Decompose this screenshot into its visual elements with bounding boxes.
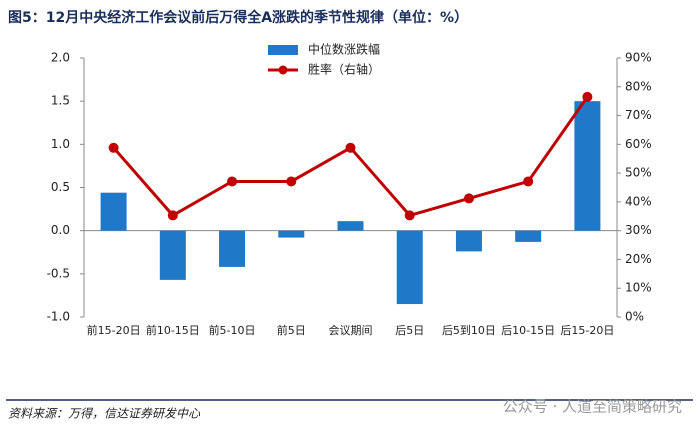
y-tick-label: 1.5 xyxy=(51,94,70,108)
y-tick-label: -0.5 xyxy=(47,266,70,280)
marker xyxy=(227,176,238,187)
legend-label: 胜率（右轴） xyxy=(308,62,380,77)
line xyxy=(112,95,589,218)
y-tick-label: 1.0 xyxy=(51,137,70,151)
x-tick-label: 后5日 xyxy=(395,324,424,337)
y2-tick-label: 0% xyxy=(625,310,644,324)
x-tick-label: 后10-15日 xyxy=(501,324,555,337)
bar xyxy=(337,221,364,231)
x-tick-label: 前5日 xyxy=(277,323,306,337)
x-tick-label: 后5到10日 xyxy=(442,324,496,337)
x-tick-label: 后15-20日 xyxy=(560,324,614,337)
marker xyxy=(286,176,297,187)
y-tick-label: 0.0 xyxy=(51,223,70,237)
x-tick-label: 前15-20日 xyxy=(87,323,141,337)
x-tick-label: 前10-15日 xyxy=(146,323,200,337)
marker xyxy=(523,176,534,187)
watermark: 公众号 · 人道至简策略研究 xyxy=(503,398,682,416)
marker xyxy=(167,210,178,221)
source: 资料来源：万得，信达证券研发中心 xyxy=(8,407,201,421)
legend-swatch xyxy=(268,45,298,55)
marker xyxy=(108,142,119,153)
y-tick-label: 0.5 xyxy=(51,180,70,194)
y2-tick-label: 20% xyxy=(625,252,652,266)
bar xyxy=(278,230,305,238)
marker xyxy=(582,91,593,102)
y2-tick-label: 80% xyxy=(625,79,652,93)
bar xyxy=(574,101,601,231)
bar xyxy=(100,192,127,231)
y2-tick-label: 70% xyxy=(625,108,652,122)
y2-tick-label: 60% xyxy=(625,137,652,151)
bar xyxy=(219,230,246,267)
y2-tick-label: 10% xyxy=(625,281,652,295)
x-tick-label: 前5-10日 xyxy=(209,323,256,337)
marker xyxy=(345,142,356,153)
y-tick-label: -1.0 xyxy=(47,310,70,324)
legend-swatch xyxy=(278,65,288,75)
marker xyxy=(404,210,415,221)
legend-label: 中位数涨跌幅 xyxy=(308,42,380,57)
y2-tick-label: 90% xyxy=(625,51,652,65)
y-tick-label: 2.0 xyxy=(51,51,70,65)
bar xyxy=(396,230,423,305)
marker xyxy=(463,193,474,204)
y2-tick-label: 40% xyxy=(625,194,652,208)
bar xyxy=(159,230,186,280)
chart-title: 图5：12月中央经济工作会议前后万得全A涨跌的季节性规律（单位：%） xyxy=(8,9,468,26)
y2-tick-label: 50% xyxy=(625,166,652,180)
x-tick-label: 会议期间 xyxy=(329,324,373,337)
y2-tick-label: 30% xyxy=(625,223,652,237)
bar xyxy=(515,230,542,242)
bar xyxy=(455,230,482,252)
